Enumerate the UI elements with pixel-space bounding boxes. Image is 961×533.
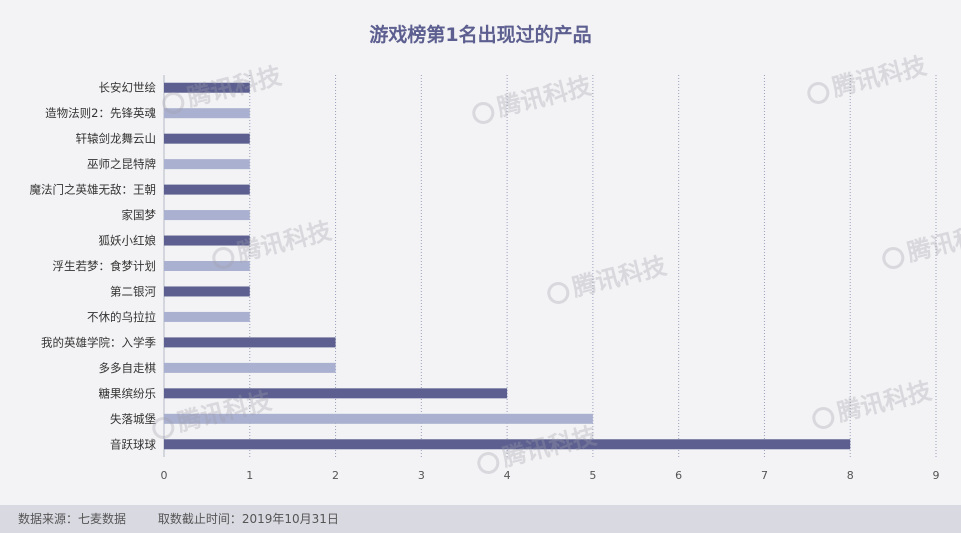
category-label: 浮生若梦：食梦计划 [53, 259, 157, 273]
bar [164, 210, 250, 221]
x-tick-label: 7 [761, 469, 768, 482]
category-label: 失落城堡 [110, 412, 156, 426]
bar [164, 286, 250, 297]
bar [164, 133, 250, 144]
bar [164, 362, 336, 373]
x-tick-label: 4 [504, 469, 511, 482]
bar [164, 108, 250, 119]
x-tick-label: 3 [418, 469, 425, 482]
data-source: 数据来源：七麦数据 [18, 512, 127, 526]
x-tick-label: 8 [847, 469, 854, 482]
bar [164, 388, 508, 399]
category-label: 第二银河 [110, 284, 156, 298]
category-label: 不休的乌拉拉 [87, 310, 156, 324]
bar [164, 261, 250, 271]
category-label: 糖果缤纷乐 [99, 386, 157, 400]
x-tick-label: 2 [332, 469, 339, 482]
bar [164, 413, 593, 424]
category-label: 长安幻世绘 [99, 81, 157, 95]
category-label: 家国梦 [122, 208, 157, 222]
category-label: 狐妖小红娘 [99, 234, 157, 248]
x-tick-label: 1 [246, 469, 253, 482]
category-label: 轩辕剑龙舞云山 [76, 132, 157, 146]
bar [164, 439, 851, 450]
footer: 数据来源：七麦数据 取数截止时间：2019年10月31日 [0, 505, 961, 533]
chart-title: 游戏榜第1名出现过的产品 [369, 24, 592, 46]
bar [164, 159, 250, 170]
bar [164, 235, 250, 246]
bar [164, 337, 336, 348]
bar [164, 311, 250, 322]
category-label: 多多自走棋 [99, 361, 157, 375]
category-label: 我的英雄学院：入学季 [41, 335, 156, 349]
x-tick-label: 6 [675, 469, 682, 482]
bar-chart: 0 1 2 3 4 5 6 7 8 9 长安幻世绘造物法则2：先锋英魂轩辕剑龙舞云山巫师之昆特牌魔法… [30, 75, 940, 482]
category-label: 巫师之昆特牌 [87, 157, 156, 171]
category-label: 音跃球球 [110, 437, 156, 451]
data-cutoff: 取数截止时间：2019年10月31日 [157, 512, 339, 526]
category-label: 造物法则2：先锋英魂 [45, 106, 156, 120]
x-tick-label: 5 [589, 469, 596, 482]
bar [164, 82, 250, 93]
bar [164, 184, 250, 195]
x-tick-label: 9 [933, 469, 940, 482]
category-label: 魔法门之英雄无敌：王朝 [30, 183, 157, 197]
x-tick-label: 0 [161, 469, 168, 482]
